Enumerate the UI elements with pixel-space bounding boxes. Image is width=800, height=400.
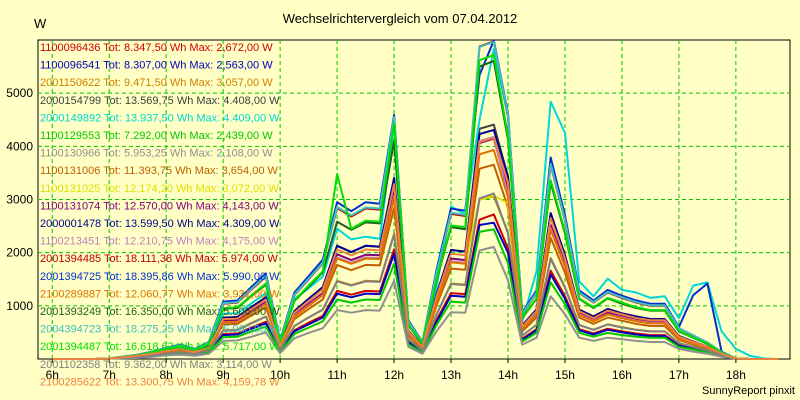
y-axis-unit: W	[34, 16, 47, 31]
legend-entry-5: 1100129553 Tot: 7.292,00 Wh Max: 2,439,0…	[40, 130, 273, 142]
x-tick-label-2: 8h	[160, 368, 173, 382]
y-tick-label-1: 2000	[6, 246, 33, 260]
legend-entry-16: 2004394723 Tot: 18.275,25 Wh Max: 5.960,…	[40, 324, 280, 336]
x-tick-label-12: 18h	[726, 368, 746, 382]
x-tick-label-3: 9h	[216, 368, 229, 382]
series-line-19	[52, 136, 779, 360]
x-tick-label-4: 10h	[270, 368, 290, 382]
x-tick-label-5: 11h	[328, 368, 347, 382]
series-line-17	[52, 54, 779, 360]
x-tick-label-0: 6h	[46, 368, 59, 382]
legend-entry-17: 2001394487 Tot: 16.618,63 Wh Max: 5.717,…	[40, 341, 280, 353]
x-tick-label-8: 14h	[498, 368, 518, 382]
legend-entry-12: 2001394485 Tot: 18.111,38 Wh Max: 5.974,…	[40, 253, 279, 265]
legend-entry-11: 1100213451 Tot: 12.210,75 Wh Max: 4,175,…	[40, 236, 279, 248]
x-axis: 6h 7h 8h 9h 10h 11h 12h 13h 14h 15h 16h 17h 18h	[46, 359, 746, 382]
x-tick-label-6: 12h	[384, 368, 404, 382]
y-tick-label-0: 1000	[6, 299, 33, 313]
series-layer	[52, 39, 779, 360]
x-tick-label-9: 15h	[555, 368, 575, 382]
legend-entry-14: 2100289887 Tot: 12.060,77 Wh Max: 3,931,…	[40, 288, 280, 300]
x-tick-label-11: 17h	[669, 368, 689, 382]
x-tick-label-10: 16h	[612, 368, 632, 382]
y-tick-label-4: 5000	[6, 86, 33, 100]
legend-entry-8: 1100131025 Tot: 12.174,20 Wh Max: 3,072,…	[40, 183, 279, 195]
legend-entry-13: 2001394725 Tot: 18.395,86 Wh Max: 5.990,…	[40, 271, 280, 283]
legend-entry-3: 2000154799 Tot: 13.569,75 Wh Max: 4.408,…	[40, 95, 280, 107]
x-tick-label-1: 7h	[103, 368, 116, 382]
y-tick-label-2: 3000	[6, 193, 33, 207]
legend-entry-2: 2001150622 Tot: 9.471,50 Wh Max: 3,057,0…	[40, 77, 273, 89]
legend: 1100096436 Tot: 8.347,50 Wh Max: 2,672,0…	[40, 42, 280, 388]
y-axis: 1000 2000 3000 4000 5000	[6, 86, 33, 313]
legend-entry-19: 2100285622 Tot: 13.300,75 Wh Max: 4,159,…	[40, 376, 280, 388]
legend-entry-6: 1100130966 Tot: 5.953,25 Wh Max: 2,108,0…	[40, 148, 273, 160]
series-line-6	[52, 245, 779, 360]
legend-entry-10: 2000001478 Tot: 13.599,50 Wh Max: 4.309,…	[40, 218, 280, 230]
legend-entry-4: 2000149892 Tot: 13.937,50 Wh Max: 4.409,…	[40, 112, 280, 124]
chart-title: Wechselrichtervergleich vom 07.04.2012	[283, 11, 518, 26]
legend-entry-15: 2001393249 Tot: 16.350,00 Wh Max: 5.606,…	[40, 306, 280, 318]
x-tick-label-7: 13h	[441, 368, 461, 382]
series-line-14	[52, 149, 779, 360]
legend-entry-7: 1100131006 Tot: 11.393,75 Wh Max: 3,654,…	[40, 165, 279, 177]
series-line-18	[52, 192, 779, 360]
legend-entry-1: 1100096541 Tot: 8.307,00 Wh Max: 2,563,0…	[40, 60, 273, 72]
legend-entry-9: 1100131074 Tot: 12.570,00 Wh Max: 4,143,…	[40, 200, 279, 212]
legend-entry-18: 2001102358 Tot: 9.362,00 Wh Max: 3,114,0…	[40, 359, 272, 371]
chart-credit: SunnyReport pinxit	[702, 385, 795, 397]
y-tick-label-3: 4000	[6, 139, 33, 153]
legend-entry-0: 1100096436 Tot: 8.347,50 Wh Max: 2,672,0…	[40, 42, 273, 54]
